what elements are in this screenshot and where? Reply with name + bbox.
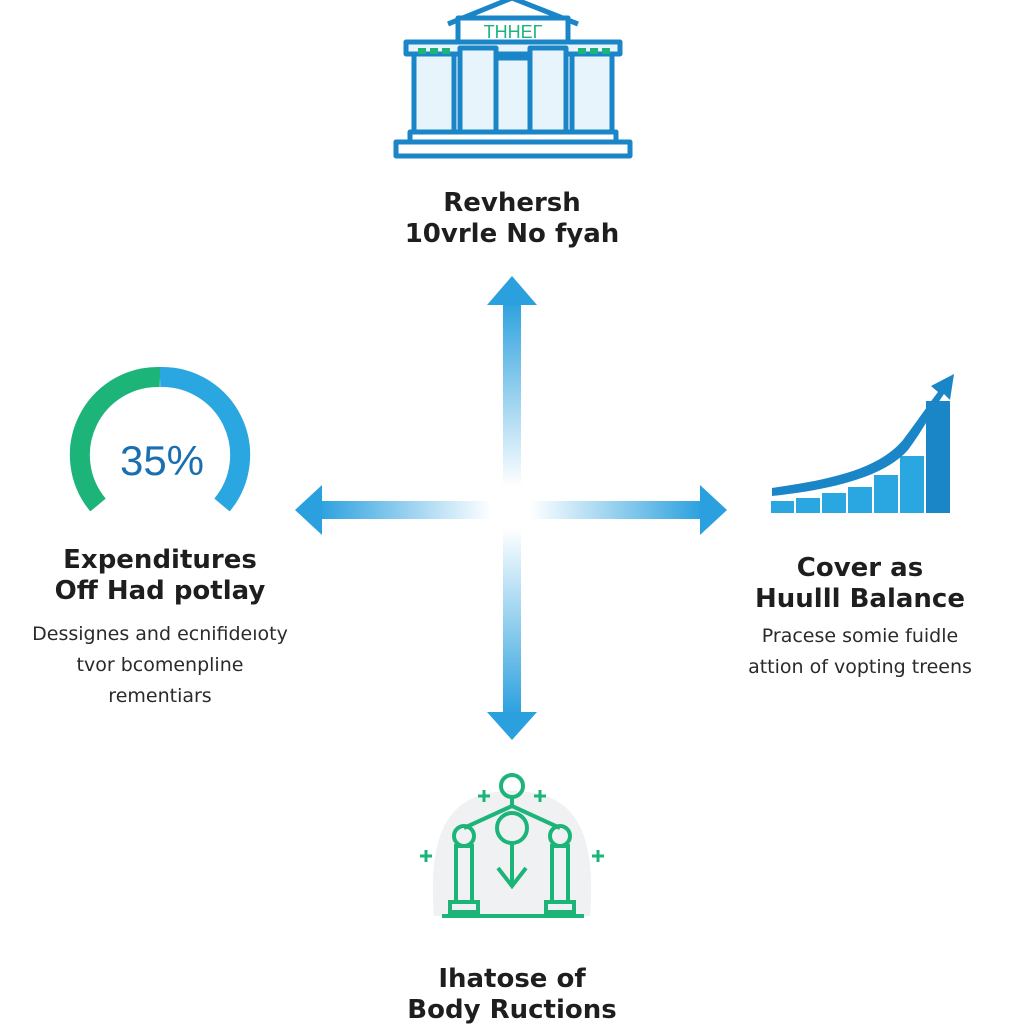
gauge-icon: 35% bbox=[69, 366, 251, 512]
left-desc-line3: rementiars bbox=[108, 685, 212, 707]
top-title: Revhersh 10vrle No fyah bbox=[362, 188, 662, 250]
left-description: Dessignes and ecnifideıoty tvor bcomenpl… bbox=[0, 619, 320, 712]
gauge-value: 35% bbox=[120, 437, 204, 484]
gauge-blue-arc bbox=[159, 366, 251, 512]
right-description: Pracese somie fuidle attion of vopting t… bbox=[700, 621, 1020, 683]
growth-chart-icon bbox=[769, 374, 954, 515]
arrow-left-icon bbox=[295, 485, 322, 535]
left-desc-line1: Dessignes and ecnifideıoty bbox=[32, 623, 288, 645]
gauge-green-arc bbox=[69, 366, 161, 512]
right-desc-line2: attion of vopting treens bbox=[748, 656, 972, 678]
right-desc-line1: Pracese somie fuidle bbox=[761, 625, 959, 647]
right-title-line2: Huulll Balance bbox=[755, 584, 965, 614]
bank-sign-text: THHEГ bbox=[484, 22, 543, 42]
top-title-line1: Revhersh bbox=[443, 188, 581, 218]
bottom-title-line1: Ihatose of bbox=[438, 964, 586, 994]
left-title-line2: Off Had potlay bbox=[54, 576, 266, 606]
arrow-right-icon bbox=[700, 485, 727, 535]
horizontal-arrow-shaft bbox=[318, 501, 703, 519]
left-desc-line2: tvor bcomenpline bbox=[76, 654, 244, 676]
bottom-title-line2: Body Ructions bbox=[407, 995, 617, 1025]
arrow-up-icon bbox=[487, 276, 537, 305]
balance-pillars-icon bbox=[420, 773, 604, 918]
bottom-title: Ihatose of Body Ructions bbox=[362, 964, 662, 1026]
left-title: Expenditures Off Had potlay bbox=[10, 545, 310, 607]
arrow-down-icon bbox=[487, 712, 537, 740]
bank-building-icon: THHEГ bbox=[393, 0, 633, 159]
left-title-line1: Expenditures bbox=[63, 545, 257, 575]
right-title-line1: Cover as bbox=[796, 553, 924, 583]
top-title-line2: 10vrle No fyah bbox=[404, 219, 620, 249]
right-title: Cover as Huulll Balance bbox=[710, 553, 1010, 615]
